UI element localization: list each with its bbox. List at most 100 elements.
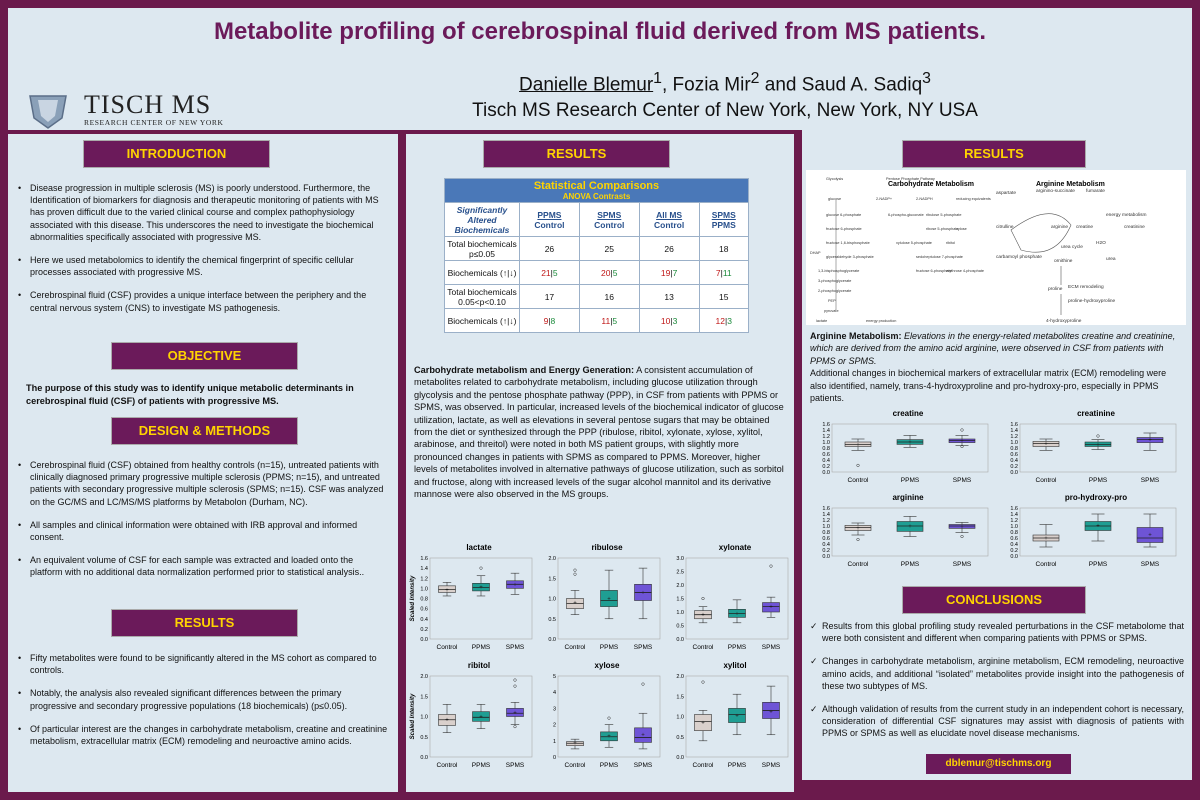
- mean-marker: +: [1044, 442, 1048, 448]
- pathway-label: DHAP: [810, 251, 821, 255]
- up-count: 9: [543, 315, 549, 326]
- pathway-label: Pentose Phosphate Pathway: [886, 177, 935, 181]
- author-3-sup: 3: [922, 70, 931, 87]
- introduction-heading: INTRODUCTION: [83, 140, 270, 168]
- list-item: Although validation of results from the …: [808, 703, 1184, 740]
- pathway-label: Glycolysis: [826, 177, 843, 181]
- up-count: 12: [715, 315, 726, 326]
- table-title-text: Statistical Comparisons: [533, 180, 660, 192]
- outlier-point: [960, 534, 964, 539]
- pathway-label: 2-NADP+: [876, 197, 893, 201]
- x-tick-label: Control: [437, 644, 459, 651]
- metabolic-pathway-diagram: Carbohydrate Metabolism Arginine Metaboli…: [806, 170, 1186, 325]
- outlier-point: [573, 568, 577, 572]
- list-item: An equivalent volume of CSF for each sam…: [16, 554, 388, 578]
- x-tick-label: Control: [1036, 561, 1058, 568]
- up-count: 10: [660, 315, 671, 326]
- pathway-label: arginine: [1051, 224, 1068, 230]
- carbohydrate-lead: Carbohydrate metabolism and Energy Gener…: [414, 365, 635, 375]
- pathway-label: ECM remodeling: [1068, 284, 1104, 290]
- pathway-label: glucose: [828, 197, 841, 201]
- x-tick-label: SPMS: [762, 762, 781, 769]
- diagram-title: Arginine Metabolism: [1036, 181, 1105, 188]
- table-cell: 20|5: [578, 260, 640, 285]
- x-tick-label: SPMS: [953, 477, 972, 484]
- outlier-point: [960, 428, 964, 432]
- pathway-label: H2O: [1096, 240, 1106, 246]
- mean-marker: +: [607, 597, 611, 603]
- methods-bullets: Cerebrospinal fluid (CSF) obtained from …: [16, 459, 388, 590]
- conclusions-bullets: Results from this global profiling study…: [808, 620, 1184, 751]
- plot-area: [831, 507, 989, 557]
- y-tick-label: 0.0: [1010, 470, 1018, 476]
- y-tick-label: 0.8: [420, 597, 428, 603]
- column-header-top: All MS: [656, 209, 683, 220]
- y-tick-label: 0.4: [420, 617, 428, 623]
- list-item: Fifty metabolites were found to be signi…: [16, 652, 388, 676]
- mean-marker: +: [960, 525, 964, 531]
- chart-title: xylonate: [719, 544, 752, 552]
- column-header: SPMS Control: [578, 202, 640, 237]
- table-cell: 26: [638, 236, 700, 261]
- table-cell: 7|11: [698, 260, 750, 285]
- x-tick-label: Control: [565, 762, 587, 769]
- table-cell: 9|8: [519, 308, 580, 333]
- chart-title: ribitol: [468, 661, 490, 670]
- y-tick-label: 2.0: [548, 556, 556, 562]
- right-column: RESULTS Carbohydrate Metabolism Arginine …: [802, 130, 1192, 780]
- box: [694, 714, 712, 731]
- y-tick-label: 2.0: [420, 674, 428, 680]
- arginine-text-2: Additional changes in biochemical marker…: [810, 368, 1167, 404]
- y-tick-label: 0.2: [1010, 548, 1018, 554]
- box: [948, 524, 976, 529]
- x-tick-label: Control: [693, 644, 715, 651]
- row-label: Total biochemicals p≤0.05: [444, 236, 520, 261]
- shield-logo-icon: [29, 95, 67, 129]
- table-cell: 15: [698, 284, 750, 309]
- plot-area: [1019, 423, 1177, 473]
- table-cell: 10|3: [638, 308, 700, 333]
- pathway-label: xylose: [956, 227, 967, 231]
- column-header-bottom: Control: [654, 219, 685, 230]
- mean-marker: +: [908, 524, 912, 530]
- mean-marker: +: [701, 721, 705, 727]
- down-count: 8: [550, 315, 556, 326]
- pathway-label: lactate: [816, 319, 827, 323]
- chart-title: xylitol: [723, 661, 746, 670]
- middle-column: RESULTS Statistical Comparisons ANOVA Con…: [406, 134, 794, 792]
- outlier-point: [856, 537, 860, 542]
- y-tick-label: 0.4: [1010, 458, 1018, 464]
- box: [600, 731, 618, 742]
- objective-heading: OBJECTIVE: [111, 342, 298, 370]
- pathway-label: proline-hydroxyproline: [1068, 298, 1116, 304]
- pathway-label: creatine: [1076, 224, 1093, 230]
- y-tick-label: 0.8: [1010, 446, 1018, 452]
- table-cell: 12|3: [698, 308, 750, 333]
- x-tick-label: PPMS: [1089, 561, 1108, 568]
- y-tick-label: 1.0: [676, 610, 684, 616]
- mean-marker: +: [856, 526, 860, 532]
- pentose-boxplots: lactate 0.0 0.2 0.4 0.6 0.8 1.0 1.2 1.4 1.6 Scaled…: [410, 544, 789, 769]
- results-bullets: Fifty metabolites were found to be signi…: [16, 652, 388, 758]
- outlier-point: [607, 716, 611, 720]
- y-tick-label: 1: [553, 739, 556, 745]
- table-cell: 16: [578, 284, 640, 309]
- y-tick-label: 1.0: [822, 524, 830, 530]
- chart-title: pro-hydroxy-pro: [1065, 493, 1127, 502]
- outlier-point: [1096, 434, 1100, 438]
- contact-email[interactable]: dblemur@tischms.org: [926, 754, 1071, 774]
- y-tick-label: 1.0: [420, 715, 428, 721]
- column-header: All MS Control: [638, 202, 700, 237]
- author-2-sup: 2: [750, 70, 760, 87]
- up-count: 7: [715, 267, 721, 278]
- y-tick-label: 0.2: [822, 464, 830, 470]
- table-title: Statistical Comparisons ANOVA Contrasts: [444, 178, 749, 203]
- y-tick-label: 0.2: [420, 627, 428, 633]
- outlier-point: [513, 678, 517, 682]
- down-count: 3: [672, 315, 678, 326]
- box: [1136, 527, 1164, 543]
- mean-marker: +: [701, 613, 705, 619]
- pathway-label: 2-phosphoglycerate: [818, 289, 851, 293]
- mean-marker: +: [769, 710, 773, 716]
- plot-area: [1019, 507, 1177, 557]
